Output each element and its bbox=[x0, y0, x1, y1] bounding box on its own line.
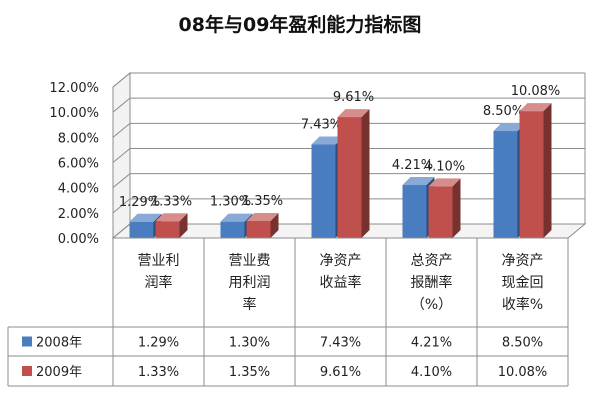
bar bbox=[337, 109, 370, 239]
table-cell: 7.43% bbox=[320, 336, 361, 351]
y-tick-label: 2.00% bbox=[58, 207, 99, 222]
category-label: 营业利 bbox=[138, 253, 180, 269]
gridline bbox=[112, 122, 585, 138]
gridline bbox=[112, 148, 585, 163]
table-cell: 1.35% bbox=[229, 365, 270, 380]
table-cell: 1.30% bbox=[229, 336, 270, 351]
bar-top bbox=[337, 109, 370, 118]
bar-front bbox=[129, 221, 154, 238]
bar-front bbox=[220, 221, 245, 238]
table-cell: 4.21% bbox=[411, 336, 452, 351]
category-label: 收益率 bbox=[320, 274, 362, 291]
data-label: 1.35% bbox=[242, 194, 283, 209]
table-cell: 1.33% bbox=[138, 365, 179, 380]
bar-front bbox=[311, 144, 336, 238]
table-cell: 1.29% bbox=[138, 336, 179, 351]
category-label: 报酬率 bbox=[411, 274, 453, 291]
category-label: 净资产 bbox=[320, 253, 362, 269]
bar-top bbox=[493, 123, 526, 132]
data-label: 10.08% bbox=[511, 84, 561, 99]
gridline bbox=[112, 97, 585, 113]
table-cell: 9.61% bbox=[320, 365, 361, 380]
bar-top bbox=[311, 136, 344, 145]
data-table-grid bbox=[7, 237, 569, 387]
legend-label: 2008年 bbox=[36, 336, 82, 351]
data-label: 8.50% bbox=[483, 104, 524, 119]
bar-side bbox=[452, 178, 461, 238]
bar-top bbox=[519, 103, 552, 112]
bar-side bbox=[179, 213, 188, 238]
data-label: 9.61% bbox=[333, 90, 374, 105]
table-cell: 4.10% bbox=[411, 365, 452, 380]
category-label: 净资产 bbox=[502, 253, 544, 269]
legend-label: 2009年 bbox=[36, 365, 82, 380]
gridline bbox=[112, 72, 585, 88]
bar-front bbox=[155, 221, 180, 238]
category-label: 总资产 bbox=[411, 253, 453, 269]
bar-side bbox=[361, 109, 370, 239]
y-tick-label: 12.00% bbox=[49, 81, 99, 96]
y-tick-label: 6.00% bbox=[58, 157, 99, 172]
category-label: 现金回 bbox=[502, 275, 544, 291]
gridline bbox=[112, 173, 585, 189]
y-tick-label: 0.00% bbox=[58, 232, 99, 247]
data-label: 4.10% bbox=[424, 159, 465, 174]
bar bbox=[428, 178, 461, 238]
bar bbox=[155, 213, 188, 238]
bar bbox=[519, 103, 552, 238]
bar-top bbox=[129, 213, 162, 222]
category-label: 营业费 bbox=[229, 253, 271, 269]
y-tick-label: 4.00% bbox=[58, 182, 99, 197]
chart-title: 08年与09年盈利能力指标图 bbox=[178, 14, 422, 36]
category-label: 用利润 bbox=[229, 275, 271, 291]
bar-side bbox=[543, 103, 552, 238]
bar-front bbox=[428, 186, 453, 238]
y-tick-label: 8.00% bbox=[58, 131, 99, 146]
bar-front bbox=[337, 117, 362, 238]
bar-top bbox=[402, 177, 435, 186]
category-label: 率 bbox=[243, 296, 257, 313]
table-cell: 10.08% bbox=[498, 365, 548, 380]
category-label: 润率 bbox=[145, 274, 173, 291]
bar-side bbox=[270, 213, 279, 238]
bar-front bbox=[493, 131, 518, 238]
data-label: 1.29% bbox=[119, 195, 160, 210]
data-label: 7.43% bbox=[301, 118, 342, 133]
data-label: 1.30% bbox=[210, 195, 251, 210]
category-label: （%） bbox=[411, 297, 452, 313]
y-tick-label: 10.00% bbox=[49, 106, 99, 121]
bar-front bbox=[246, 221, 271, 238]
bar-top bbox=[220, 213, 253, 222]
bar-top bbox=[428, 178, 461, 187]
legend-key bbox=[22, 336, 32, 347]
bar bbox=[246, 213, 279, 238]
bar-top bbox=[155, 213, 188, 222]
table-cell: 8.50% bbox=[502, 336, 543, 351]
bar-front bbox=[402, 185, 427, 238]
bar-top bbox=[246, 213, 279, 222]
category-label: 收率% bbox=[502, 296, 543, 313]
data-label: 1.33% bbox=[151, 194, 192, 209]
data-label: 4.21% bbox=[392, 158, 433, 173]
legend-key bbox=[22, 366, 32, 376]
bar-front bbox=[519, 111, 544, 238]
